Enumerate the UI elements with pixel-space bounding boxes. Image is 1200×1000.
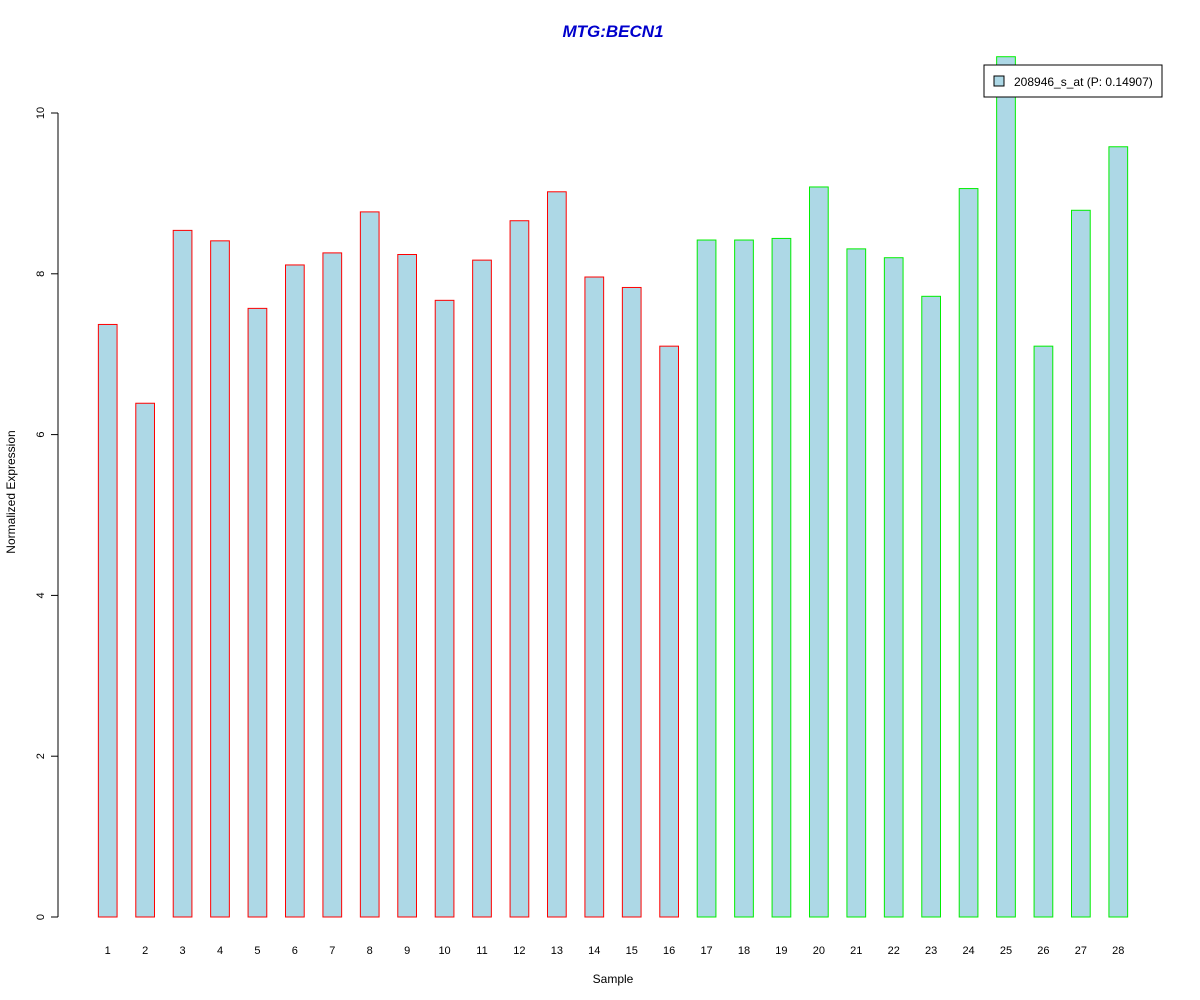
x-tick-label: 4: [217, 945, 223, 957]
bar: [846, 248, 867, 918]
x-tick-label: 28: [1112, 945, 1124, 957]
bar: [1108, 146, 1129, 918]
y-tick-label: 6: [35, 432, 47, 438]
x-tick-label: 6: [292, 945, 298, 957]
x-tick-label: 25: [1000, 945, 1012, 957]
y-axis-title: Normalized Expression: [4, 430, 18, 553]
x-tick-label: 16: [663, 945, 675, 957]
x-tick-label: 24: [962, 945, 974, 957]
bar: [210, 240, 230, 918]
bar: [1033, 345, 1054, 918]
bar: [1071, 209, 1091, 918]
bar: [472, 259, 492, 918]
bar: [659, 345, 679, 918]
x-tick-label: 18: [738, 945, 750, 957]
x-tick-label: 22: [888, 945, 900, 957]
x-tick-label: 15: [626, 945, 638, 957]
x-tick-label: 23: [925, 945, 937, 957]
x-tick-label: 2: [142, 945, 148, 957]
legend-box: [983, 64, 1163, 98]
x-tick-label: 8: [367, 945, 373, 957]
y-axis: 0 2 4 6 8 10: [35, 107, 59, 920]
y-tick-label: 0: [35, 914, 47, 920]
bar: [547, 191, 567, 918]
bar: [247, 307, 268, 918]
legend-swatch: [993, 75, 1005, 87]
x-tick-label: 7: [329, 945, 335, 957]
bar: [397, 254, 417, 918]
bar: [97, 323, 118, 918]
bar: [921, 295, 941, 918]
bar: [322, 252, 343, 918]
bar: [584, 276, 605, 918]
x-tick-label: 1: [105, 945, 111, 957]
chart-title: MTG:BECN1: [562, 22, 663, 41]
bar: [696, 239, 717, 918]
y-tick-label: 10: [35, 107, 47, 119]
y-tick-label: 8: [35, 271, 47, 277]
x-tick-label: 14: [588, 945, 600, 957]
x-tick-label: 5: [254, 945, 260, 957]
y-tick-label: 4: [35, 592, 47, 598]
bar: [359, 211, 380, 918]
legend: 208946_s_at (P: 0.14907): [983, 64, 1163, 98]
x-tick-label: 11: [476, 945, 487, 957]
x-tick-label: 21: [850, 945, 862, 957]
bar: [509, 220, 530, 918]
bar: [958, 188, 979, 918]
bars: [97, 56, 1129, 918]
x-tick-label: 3: [180, 945, 186, 957]
y-tick-label: 2: [35, 753, 47, 759]
bar: [883, 257, 904, 918]
bar: [135, 402, 156, 918]
x-tick-label: 9: [404, 945, 410, 957]
bar: [172, 229, 193, 918]
bar: [621, 286, 642, 918]
bar: [285, 264, 305, 918]
bar: [771, 237, 792, 918]
bar: [434, 299, 455, 918]
x-tick-label: 12: [513, 945, 525, 957]
bar: [809, 186, 829, 918]
bar: [996, 56, 1016, 918]
x-tick-label: 10: [438, 945, 450, 957]
x-tick-label: 27: [1075, 945, 1087, 957]
bar: [734, 239, 754, 918]
x-axis-title: Sample: [593, 972, 634, 986]
x-axis: 1 2 3 4 5 6 7 8 9 10 11 12 13 14 15 16 17 18 19 20 21 22 23 24 2…: [105, 945, 1125, 957]
x-tick-label: 17: [700, 945, 712, 957]
x-tick-label: 13: [551, 945, 563, 957]
legend-label: 208946_s_at (P: 0.14907): [1014, 75, 1153, 89]
x-tick-label: 26: [1037, 945, 1049, 957]
x-tick-label: 20: [813, 945, 825, 957]
x-tick-label: 19: [775, 945, 787, 957]
